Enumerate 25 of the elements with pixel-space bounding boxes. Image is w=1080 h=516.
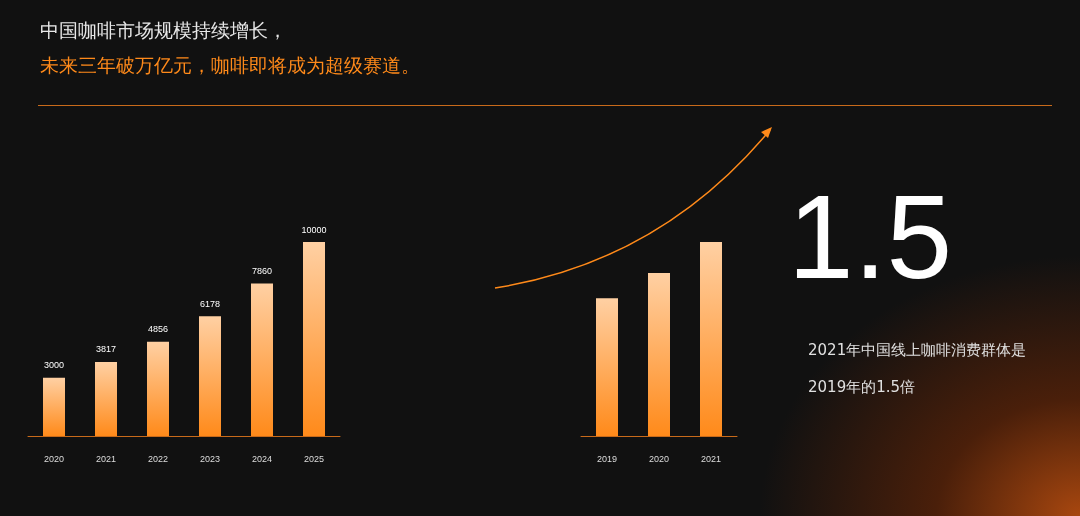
chart-subtitle: 未来三年破万亿元，咖啡即将成为超级赛道。 xyxy=(40,53,420,78)
data-label: 10000 xyxy=(301,224,327,235)
bar xyxy=(251,283,273,436)
x-tick-label: 2024 xyxy=(251,453,273,464)
x-tick-label: 2021 xyxy=(95,453,117,464)
x-tick-label: 2021 xyxy=(700,453,722,464)
x-tick-label: 2025 xyxy=(303,453,325,464)
text: 2021年中国线上咖啡消费群体是2019年的1.5倍 xyxy=(808,341,1027,396)
x-tick-label: 2020 xyxy=(43,453,65,464)
data-label: 3000 xyxy=(43,360,65,371)
x-tick-label: 2023 xyxy=(199,453,221,464)
bar xyxy=(303,242,325,436)
bar xyxy=(43,377,65,436)
x-tick-label: 2019 xyxy=(596,453,618,464)
data-label: 7860 xyxy=(251,266,273,277)
data-label: 4856 xyxy=(147,324,169,335)
bar xyxy=(199,316,221,436)
chart-title: 中国咖啡市场规模持续增长， xyxy=(40,18,287,43)
data-label: 6178 xyxy=(199,298,221,309)
x-tick-label: 2022 xyxy=(147,453,169,464)
bar xyxy=(95,361,117,436)
x-tick-label: 2020 xyxy=(648,453,670,464)
bar xyxy=(147,341,169,436)
data-label: 3817 xyxy=(95,344,117,355)
text: 1.5 xyxy=(788,171,953,303)
